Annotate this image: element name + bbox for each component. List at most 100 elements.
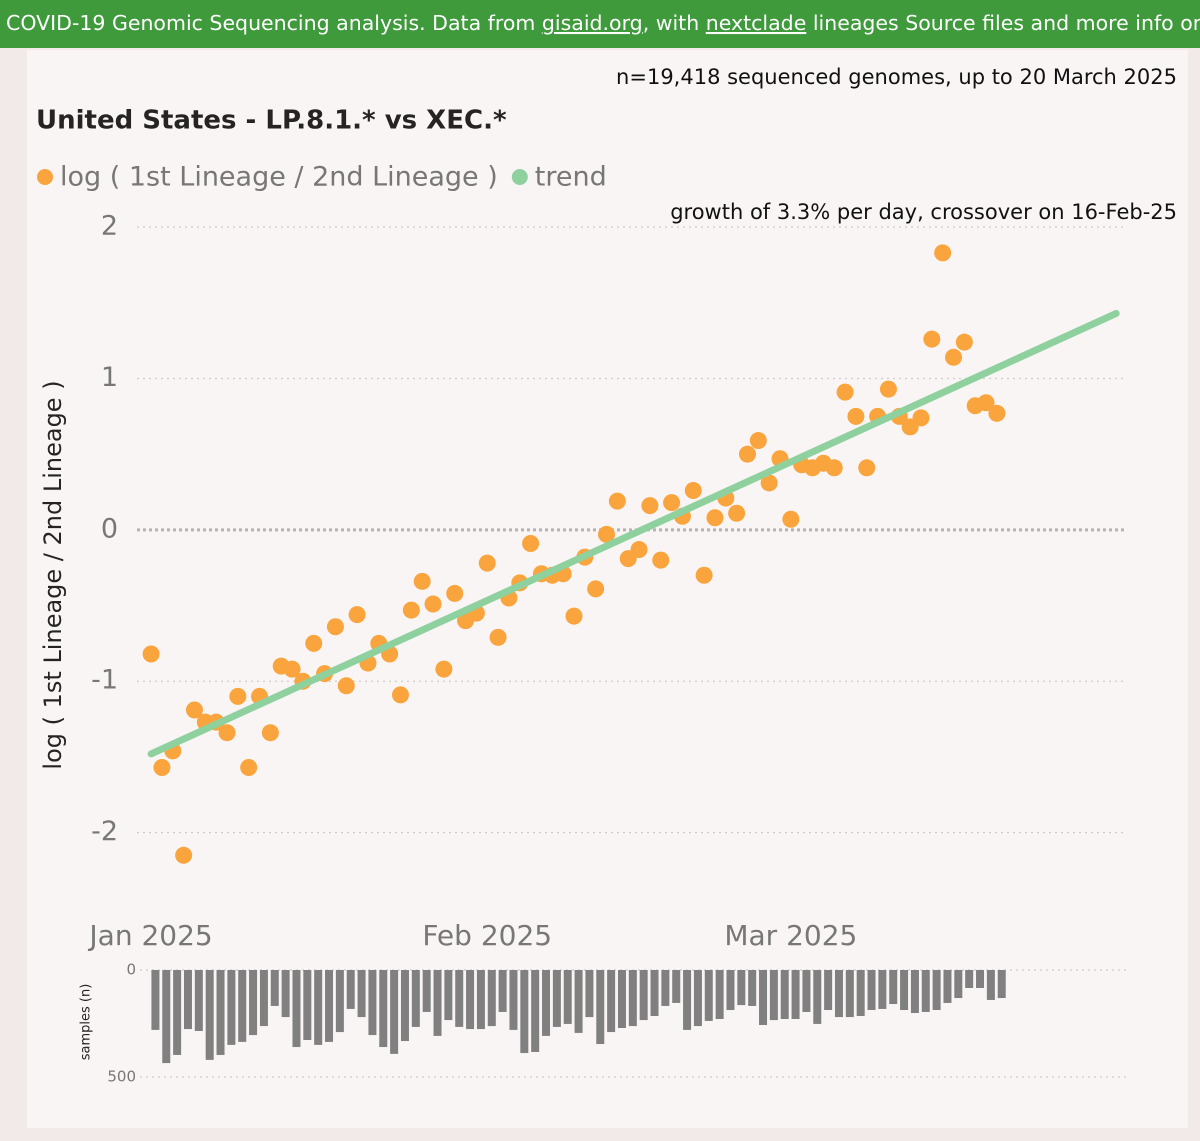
data-point	[706, 509, 724, 527]
bar	[455, 970, 464, 1027]
legend-marker	[511, 169, 528, 185]
data-point	[142, 645, 160, 663]
data-point	[945, 348, 963, 366]
bar	[444, 970, 453, 1021]
bar	[726, 970, 735, 1011]
data-point	[175, 846, 193, 864]
data-point	[435, 660, 453, 678]
bar	[900, 970, 909, 1011]
bar	[715, 970, 724, 1020]
data-point	[836, 383, 854, 401]
bar	[542, 970, 551, 1036]
bar	[173, 970, 182, 1055]
bar	[411, 970, 420, 1027]
data-point	[489, 628, 507, 646]
bar	[194, 970, 203, 1031]
data-point	[587, 580, 605, 598]
bar	[845, 970, 854, 1018]
banner-link[interactable]: nextclade	[706, 11, 807, 35]
data-point	[326, 618, 344, 636]
y-tick-label: 0	[126, 961, 136, 979]
bar	[693, 970, 702, 1027]
bar	[400, 970, 409, 1042]
data-point	[760, 474, 778, 492]
bar	[986, 970, 995, 1000]
bar	[552, 970, 561, 1027]
bar	[889, 970, 898, 1005]
legend-label: trend	[535, 162, 607, 193]
data-point	[478, 554, 496, 572]
bar	[878, 970, 887, 1009]
banner-segment: lineages Source files and more info on	[806, 11, 1200, 35]
data-point	[934, 244, 952, 262]
trend-line	[147, 309, 1120, 758]
annotation: n=19,418 sequenced genomes, up to 20 Mar…	[616, 65, 1177, 89]
bar	[249, 970, 258, 1036]
bar	[780, 970, 789, 1020]
banner-link[interactable]: gisaid.org	[542, 11, 643, 35]
data-point	[728, 504, 746, 522]
bar	[856, 970, 865, 1017]
data-point	[608, 492, 626, 510]
bar	[162, 970, 171, 1064]
bar	[487, 970, 496, 1027]
data-point	[413, 572, 431, 590]
bar	[238, 970, 247, 1042]
data-point	[695, 566, 713, 584]
bar	[259, 970, 268, 1027]
bar	[910, 970, 919, 1014]
y-tick-label: 1	[101, 362, 118, 393]
bar	[661, 970, 670, 1006]
data-point	[337, 677, 355, 695]
data-point	[782, 510, 800, 528]
bar	[270, 970, 279, 1006]
data-point	[283, 660, 301, 678]
bar	[759, 970, 768, 1025]
bar	[639, 970, 648, 1021]
bar	[563, 970, 572, 1024]
bar	[628, 970, 637, 1027]
data-point	[402, 601, 420, 619]
bar	[292, 970, 301, 1048]
bar	[748, 970, 757, 1006]
bar	[976, 970, 985, 988]
bar	[943, 970, 952, 1003]
bar	[281, 970, 290, 1018]
data-point	[261, 724, 279, 742]
bar	[596, 970, 605, 1045]
bar	[824, 970, 833, 1011]
data-point	[522, 534, 540, 552]
bar	[704, 970, 713, 1021]
data-point	[847, 407, 865, 425]
chart-title: United States - LP.8.1.* vs XEC.*	[36, 106, 507, 136]
bar	[737, 970, 746, 1006]
data-point	[153, 759, 171, 777]
data-point	[858, 459, 876, 477]
bar	[683, 970, 692, 1030]
data-point	[240, 759, 258, 777]
bar	[368, 970, 377, 1036]
bar	[650, 970, 659, 1017]
bar	[791, 970, 800, 1020]
bar	[390, 970, 399, 1054]
bar	[422, 970, 431, 1012]
data-point	[977, 394, 995, 412]
x-tick-label: Jan 2025	[87, 919, 212, 952]
bar	[531, 970, 540, 1052]
annotation: growth of 3.3% per day, crossover on 16-…	[670, 200, 1177, 224]
bar	[466, 970, 475, 1030]
data-point	[749, 432, 767, 450]
bar	[997, 970, 1006, 999]
banner-segment: , with	[643, 11, 706, 35]
bar	[476, 970, 485, 1030]
x-tick-label: Feb 2025	[422, 919, 552, 952]
data-point	[825, 459, 843, 477]
data-point	[598, 525, 616, 543]
bar	[379, 970, 388, 1048]
y-tick-label: 2	[101, 211, 118, 242]
bar	[585, 970, 594, 1018]
bar	[574, 970, 583, 1033]
data-point	[652, 551, 670, 569]
bar	[834, 970, 843, 1018]
